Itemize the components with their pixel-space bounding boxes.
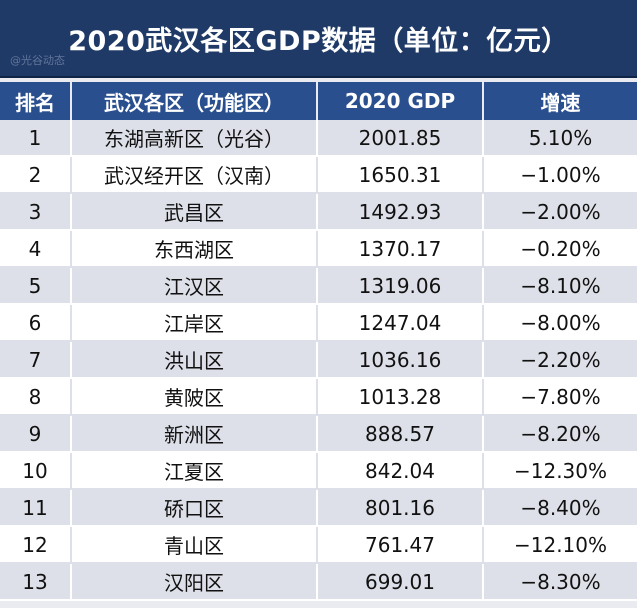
- district-cell: 东西湖区: [72, 231, 318, 268]
- gdp-cell: 1247.04: [318, 305, 484, 342]
- gdp-cell: 699.01: [318, 564, 484, 601]
- district-cell: 青山区: [72, 527, 318, 564]
- rank-cell: 7: [0, 342, 72, 379]
- growth-cell: −7.80%: [484, 379, 637, 416]
- growth-cell: −8.40%: [484, 490, 637, 527]
- growth-cell: −1.00%: [484, 157, 637, 194]
- growth-cell: −12.30%: [484, 453, 637, 490]
- rank-cell: 2: [0, 157, 72, 194]
- rank-cell: 3: [0, 194, 72, 231]
- rank-cell: 10: [0, 453, 72, 490]
- rank-cell: 13: [0, 564, 72, 601]
- district-cell: 黄陂区: [72, 379, 318, 416]
- gdp-cell: 801.16: [318, 490, 484, 527]
- table-row: 3 武昌区 1492.93 −2.00%: [0, 194, 637, 231]
- growth-cell: −8.20%: [484, 416, 637, 453]
- gdp-cell: 888.57: [318, 416, 484, 453]
- watermark: @光谷动态: [10, 54, 65, 67]
- table-row: 4 东西湖区 1370.17 −0.20%: [0, 231, 637, 268]
- growth-cell: −2.20%: [484, 342, 637, 379]
- table-row: 9 新洲区 888.57 −8.20%: [0, 416, 637, 453]
- growth-cell: −8.10%: [484, 268, 637, 305]
- rank-cell: 11: [0, 490, 72, 527]
- district-cell: 硚口区: [72, 490, 318, 527]
- district-cell: 江汉区: [72, 268, 318, 305]
- column-header-gdp: 2020 GDP: [318, 82, 484, 120]
- district-cell: 武汉经开区（汉南）: [72, 157, 318, 194]
- growth-cell: −0.20%: [484, 231, 637, 268]
- district-cell: 洪山区: [72, 342, 318, 379]
- table-row: 10 江夏区 842.04 −12.30%: [0, 453, 637, 490]
- table-title: 2020武汉各区GDP数据（单位：亿元）: [0, 0, 637, 78]
- gdp-cell: 1013.28: [318, 379, 484, 416]
- rank-cell: 4: [0, 231, 72, 268]
- table-row: 11 硚口区 801.16 −8.40%: [0, 490, 637, 527]
- growth-cell: 5.10%: [484, 120, 637, 157]
- table-row: 7 洪山区 1036.16 −2.20%: [0, 342, 637, 379]
- growth-cell: −8.30%: [484, 564, 637, 601]
- gdp-cell: 1492.93: [318, 194, 484, 231]
- district-cell: 武昌区: [72, 194, 318, 231]
- gdp-cell: 1319.06: [318, 268, 484, 305]
- table-row: 6 江岸区 1247.04 −8.00%: [0, 305, 637, 342]
- rank-cell: 8: [0, 379, 72, 416]
- rank-cell: 6: [0, 305, 72, 342]
- table-row: 13 汉阳区 699.01 −8.30%: [0, 564, 637, 601]
- table-row: 8 黄陂区 1013.28 −7.80%: [0, 379, 637, 416]
- column-header-district: 武汉各区（功能区）: [72, 82, 318, 120]
- district-cell: 江岸区: [72, 305, 318, 342]
- gdp-cell: 1650.31: [318, 157, 484, 194]
- growth-cell: −8.00%: [484, 305, 637, 342]
- rank-cell: 12: [0, 527, 72, 564]
- district-cell: 东湖高新区（光谷）: [72, 120, 318, 157]
- growth-cell: −12.10%: [484, 527, 637, 564]
- gdp-cell: 842.04: [318, 453, 484, 490]
- district-cell: 江夏区: [72, 453, 318, 490]
- gdp-cell: 761.47: [318, 527, 484, 564]
- district-cell: 新洲区: [72, 416, 318, 453]
- header-row: 排名 武汉各区（功能区） 2020 GDP 增速: [0, 82, 637, 120]
- table-row: 2 武汉经开区（汉南） 1650.31 −1.00%: [0, 157, 637, 194]
- gdp-table: 排名 武汉各区（功能区） 2020 GDP 增速 1 东湖高新区（光谷） 2001.…: [0, 82, 637, 601]
- gdp-cell: 2001.85: [318, 120, 484, 157]
- gdp-cell: 1036.16: [318, 342, 484, 379]
- rank-cell: 9: [0, 416, 72, 453]
- column-header-rank: 排名: [0, 82, 72, 120]
- gdp-cell: 1370.17: [318, 231, 484, 268]
- growth-cell: −2.00%: [484, 194, 637, 231]
- rank-cell: 5: [0, 268, 72, 305]
- table-row: 5 江汉区 1319.06 −8.10%: [0, 268, 637, 305]
- district-cell: 汉阳区: [72, 564, 318, 601]
- column-header-growth: 增速: [484, 82, 637, 120]
- table-row: 1 东湖高新区（光谷） 2001.85 5.10%: [0, 120, 637, 157]
- rank-cell: 1: [0, 120, 72, 157]
- table-row: 12 青山区 761.47 −12.10%: [0, 527, 637, 564]
- table-body: 1 东湖高新区（光谷） 2001.85 5.10% 2 武汉经开区（汉南） 1650.31−…: [0, 120, 637, 601]
